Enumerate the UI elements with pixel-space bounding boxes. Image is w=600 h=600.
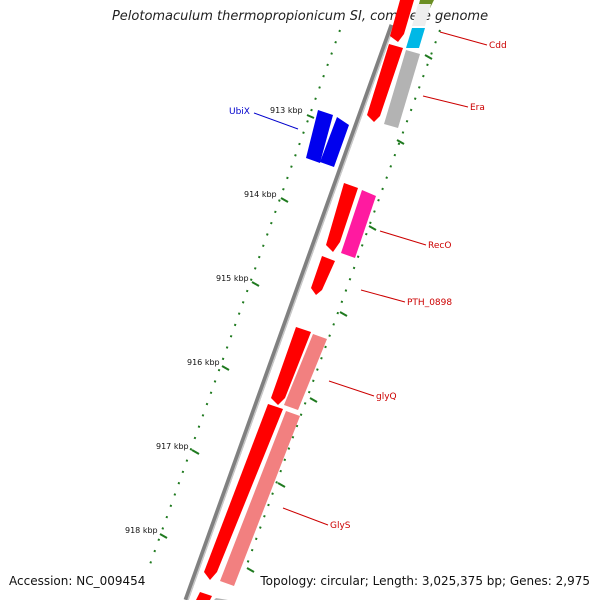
gene-glyq-pink[interactable] <box>284 334 327 410</box>
tick-914: 914 kbp <box>244 190 289 203</box>
gene-glyq-red[interactable] <box>271 327 311 405</box>
gene-ubix-2[interactable] <box>320 117 349 167</box>
gene-era-gray[interactable] <box>384 50 420 128</box>
genome-backbone-highlight <box>187 24 395 600</box>
tick-916: 916 kbp <box>187 358 230 371</box>
gene-label-pth0898[interactable]: PTH_0898 <box>407 298 452 308</box>
gene-bottom-red <box>196 592 212 600</box>
tick-913: 913 kbp <box>270 106 315 119</box>
gene-ubix-1[interactable] <box>306 110 333 163</box>
gene-cdd-cyan[interactable] <box>406 28 425 48</box>
gene-glys-red[interactable] <box>204 404 283 580</box>
gene-cdd-red[interactable] <box>390 0 414 42</box>
gene-label-glys[interactable]: GlyS <box>330 521 351 531</box>
outer-ticks <box>246 54 433 573</box>
tick-label-913: 913 kbp <box>270 106 303 115</box>
map-title: Pelotomaculum thermopropionicum SI, comp… <box>111 9 489 24</box>
gene-label-reco[interactable]: RecO <box>428 241 451 251</box>
tick-label-918: 918 kbp <box>125 526 158 535</box>
label-leaders <box>253 31 488 526</box>
tick-label-914: 914 kbp <box>244 190 277 199</box>
tick-915: 915 kbp <box>216 274 260 287</box>
tick-label-916: 916 kbp <box>187 358 220 367</box>
gene-reco-magenta[interactable] <box>341 190 376 258</box>
tick-label-915: 915 kbp <box>216 274 249 283</box>
tick-label-917: 917 kbp <box>156 442 189 451</box>
gene-label-cdd[interactable]: Cdd <box>489 41 507 51</box>
gene-glys-pink[interactable] <box>220 411 300 586</box>
tick-917: 917 kbp <box>156 442 200 455</box>
accession-label: Accession: NC_009454 <box>9 574 146 588</box>
gene-era-red[interactable] <box>367 44 403 122</box>
genome-backbone <box>183 24 395 600</box>
tick-918: 918 kbp <box>125 526 168 539</box>
gene-label-ubix[interactable]: UbiX <box>229 107 250 117</box>
topology-label: Topology: circular; Length: 3,025,375 bp… <box>260 574 590 588</box>
gene-reco-red[interactable] <box>326 183 358 252</box>
gene-label-era[interactable]: Era <box>470 103 485 113</box>
gene-pth0898[interactable] <box>311 256 335 295</box>
gene-cdd-white <box>412 4 431 26</box>
gene-label-glyq[interactable]: glyQ <box>376 392 397 402</box>
